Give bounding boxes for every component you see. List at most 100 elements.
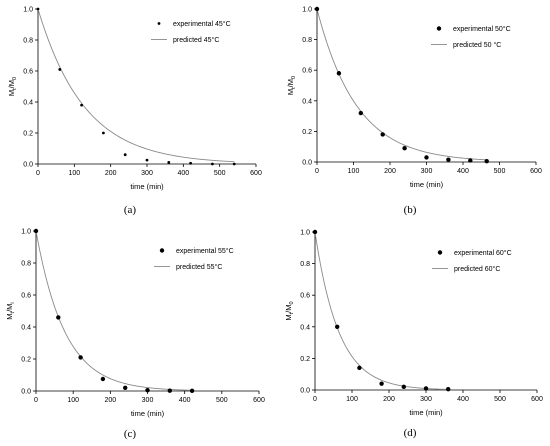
y-tick-label: 0.6: [21, 293, 31, 300]
y-tick-label: 0.6: [300, 293, 310, 300]
legend-label-predicted: predicted 60°C: [454, 265, 500, 273]
y-axis-title-part: /M: [5, 304, 14, 312]
experimental-point: [102, 131, 105, 135]
experimental-point: [145, 388, 150, 393]
x-tick-label: 200: [105, 170, 117, 177]
legend-label-experimental: experimental 50°C: [453, 25, 511, 33]
x-tick-label: 300: [421, 168, 433, 175]
panel-label: (d): [404, 427, 417, 439]
y-tick-label: 0.2: [23, 131, 33, 138]
predicted-curve: [316, 8, 487, 161]
experimental-point: [424, 155, 429, 160]
y-axis-title-part: M: [286, 89, 295, 95]
y-axis-title-subscript: t: [12, 88, 18, 90]
chart-panel-1: 0 100 200 300 400 500 600 0.0 0.2 0.4 0.6 0.8 1.0 tim…: [7, 7, 262, 217]
experimental-point: [33, 228, 39, 234]
experimental-point: [357, 365, 362, 371]
experimental-point: [468, 158, 473, 163]
x-tick-label: 300: [142, 397, 154, 404]
experimental-point: [446, 387, 451, 392]
y-axis-title-subscript: t: [10, 311, 16, 313]
x-tick-label: 0: [315, 168, 319, 175]
x-tick-label: 0: [36, 170, 40, 177]
experimental-point: [232, 162, 236, 166]
experimental-point: [336, 71, 342, 76]
experimental-point: [56, 315, 61, 320]
y-tick-label: 1.0: [21, 229, 31, 236]
y-tick-label: 1.0: [23, 7, 33, 14]
y-axis-title: Mt/Mi: [5, 302, 16, 319]
y-axis-title: Mt/M0: [284, 301, 295, 320]
y-tick-label: 0.0: [300, 388, 310, 395]
experimental-point: [314, 6, 320, 12]
x-tick-label: 100: [346, 396, 358, 403]
y-axis-title-subscript: t: [289, 312, 295, 314]
y-axis-title: Mt/M0: [286, 76, 297, 95]
x-axis-title: time (min): [130, 182, 164, 191]
y-tick-label: 0.8: [300, 261, 310, 268]
experimental-point: [379, 381, 384, 386]
experimental-point: [423, 386, 429, 391]
x-tick-label: 400: [177, 170, 189, 177]
y-axis-title-part: /M: [286, 79, 295, 87]
experimental-point: [446, 157, 451, 162]
y-axis-title-subscript: 0: [289, 301, 295, 304]
experimental-point: [189, 161, 193, 165]
x-tick-label: 500: [216, 397, 228, 404]
predicted-curve: [35, 230, 193, 391]
legend-point-symbol: [436, 26, 442, 31]
experimental-point: [78, 355, 83, 360]
y-tick-label: 0.0: [302, 160, 312, 167]
x-tick-label: 0: [34, 397, 38, 404]
experimental-point: [123, 385, 128, 390]
chart-panel-3: 0 100 200 300 400 500 600 0.0 0.2 0.4 0.6 0.8 1.0 tim…: [5, 229, 265, 441]
experimental-point: [167, 161, 171, 164]
y-axis-title-part: M: [5, 313, 14, 319]
experimental-point: [36, 7, 40, 11]
x-tick-label: 600: [253, 397, 265, 404]
y-axis-title-part: /M: [284, 304, 293, 312]
experimental-point: [312, 229, 318, 235]
legend-label-experimental: experimental 55°C: [176, 247, 234, 255]
y-axis-title-subscript: t: [291, 87, 297, 89]
experimental-point: [402, 146, 407, 151]
x-tick-label: 400: [457, 396, 469, 403]
y-tick-label: 0.8: [21, 261, 31, 268]
experimental-point: [123, 153, 127, 157]
y-tick-label: 1.0: [300, 230, 310, 237]
panel-label: (a): [124, 204, 137, 216]
x-axis-title: time (min): [409, 408, 443, 417]
y-tick-label: 0.2: [21, 357, 31, 364]
panel-label: (c): [124, 428, 137, 440]
experimental-point: [358, 110, 363, 116]
x-tick-label: 600: [530, 168, 542, 175]
experimental-point: [100, 376, 106, 382]
experimental-point: [484, 159, 489, 164]
legend-label-predicted: predicted 50 °C: [453, 41, 501, 49]
y-axis-title-part: M: [284, 314, 293, 320]
y-axis-title-part: /M: [7, 80, 16, 88]
y-axis-title-subscript: 0: [12, 77, 18, 80]
x-tick-label: 300: [420, 396, 432, 403]
panel-label: (b): [404, 204, 417, 216]
x-tick-label: 600: [250, 170, 262, 177]
y-tick-label: 0.2: [300, 356, 310, 363]
experimental-point: [189, 388, 195, 394]
x-tick-label: 100: [68, 170, 80, 177]
chart-panel-4: 0 100 200 300 400 500 600 0.0 0.2 0.4 0.6 0.8 1.0 tim…: [284, 230, 543, 440]
x-axis-title: time (min): [410, 180, 444, 189]
legend-label-predicted: predicted 55°C: [176, 263, 222, 271]
y-tick-label: 0.0: [23, 162, 33, 169]
y-tick-label: 0.6: [302, 68, 312, 75]
x-tick-label: 500: [494, 168, 506, 175]
legend-point-symbol: [159, 248, 165, 253]
experimental-point: [380, 132, 385, 137]
y-axis-title-part: M: [7, 90, 16, 96]
legend-label-experimental: experimental 60°C: [454, 249, 512, 257]
y-tick-label: 0.4: [21, 325, 31, 332]
experimental-point: [335, 324, 340, 329]
x-tick-label: 500: [494, 396, 506, 403]
legend-label-experimental: experimental 45°C: [173, 20, 231, 28]
y-axis-title-subscript: 0: [291, 76, 297, 79]
